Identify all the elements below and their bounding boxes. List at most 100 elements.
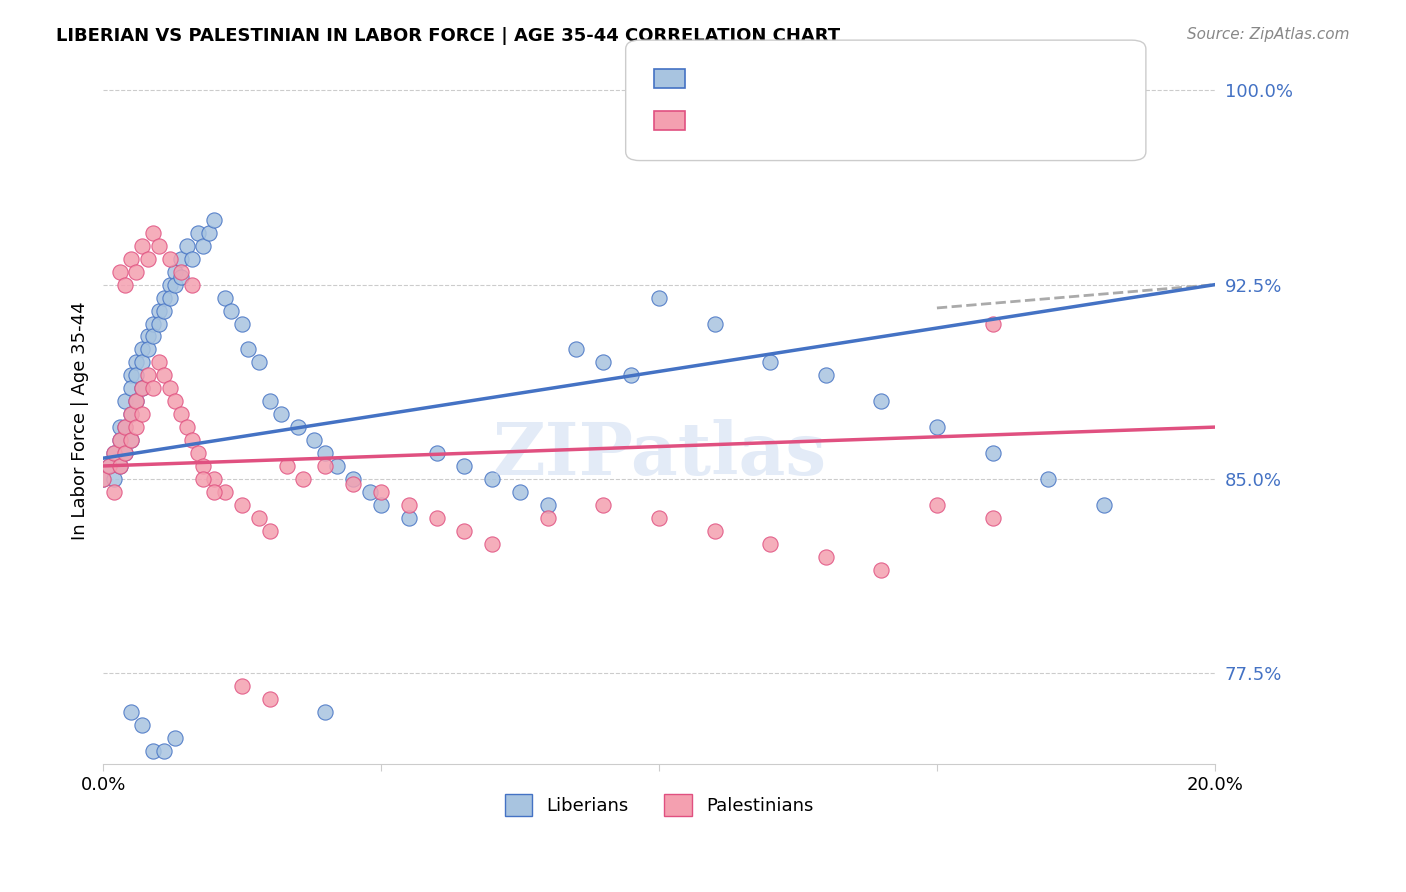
Point [136,368,159,383]
Point [870,563,893,577]
Point [537,510,560,524]
Point [170,252,193,266]
Point [259,524,281,538]
Point [159,252,181,266]
Point [136,329,159,343]
Point [193,239,215,253]
Text: LIBERIAN VS PALESTINIAN IN LABOR FORCE | AGE 35-44 CORRELATION CHART: LIBERIAN VS PALESTINIAN IN LABOR FORCE |… [56,27,841,45]
Point [592,355,614,369]
Point [342,477,364,491]
Point [125,394,148,409]
Point [259,692,281,706]
Point [148,239,170,253]
Point [120,705,142,719]
Point [148,317,170,331]
Point [114,420,136,434]
Point [564,343,586,357]
Point [131,239,153,253]
Point [193,472,215,486]
Point [108,420,131,434]
Point [219,303,242,318]
Point [359,484,381,499]
Point [276,458,298,473]
Point [131,718,153,732]
Point [247,355,270,369]
Point [236,343,259,357]
Point [108,458,131,473]
Point [287,420,309,434]
Point [120,368,142,383]
Point [108,458,131,473]
Point [108,433,131,447]
Point [91,472,114,486]
Point [120,407,142,421]
Point [703,524,725,538]
Point [125,265,148,279]
Point [981,446,1004,460]
Point [103,446,125,460]
Point [314,446,336,460]
Point [509,484,531,499]
Point [759,536,782,550]
Point [620,368,643,383]
Point [170,265,193,279]
Point [398,510,420,524]
Point [131,343,153,357]
Point [176,239,198,253]
Point [202,484,225,499]
Point [342,472,364,486]
Point [120,252,142,266]
Point [103,472,125,486]
Point [131,381,153,395]
Point [202,213,225,227]
Point [648,510,671,524]
Point [453,524,475,538]
Point [925,498,948,512]
Point [181,277,204,292]
Point [814,368,837,383]
Point [325,458,347,473]
Point [187,446,209,460]
Point [453,458,475,473]
Point [148,355,170,369]
Point [114,277,136,292]
Point [181,252,204,266]
Point [142,226,165,240]
Point [214,291,236,305]
Point [125,420,148,434]
Point [165,731,187,745]
Y-axis label: In Labor Force | Age 35-44: In Labor Force | Age 35-44 [72,301,89,540]
Point [142,381,165,395]
Point [370,498,392,512]
Point [136,343,159,357]
Point [231,679,253,693]
Point [120,381,142,395]
Text: Source: ZipAtlas.com: Source: ZipAtlas.com [1187,27,1350,42]
Point [214,484,236,499]
Point [314,705,336,719]
Point [481,536,503,550]
Point [925,420,948,434]
Point [114,446,136,460]
Point [592,498,614,512]
Point [370,484,392,499]
Point [131,381,153,395]
Point [103,484,125,499]
Point [131,407,153,421]
Point [159,291,181,305]
Point [1092,498,1115,512]
Point [398,498,420,512]
Point [108,433,131,447]
Point [165,277,187,292]
Point [159,277,181,292]
Point [197,226,219,240]
Point [814,549,837,564]
Point [131,355,153,369]
Point [153,291,176,305]
Point [176,420,198,434]
Point [153,744,176,758]
Point [153,303,176,318]
Point [148,303,170,318]
Point [247,510,270,524]
Point [165,265,187,279]
